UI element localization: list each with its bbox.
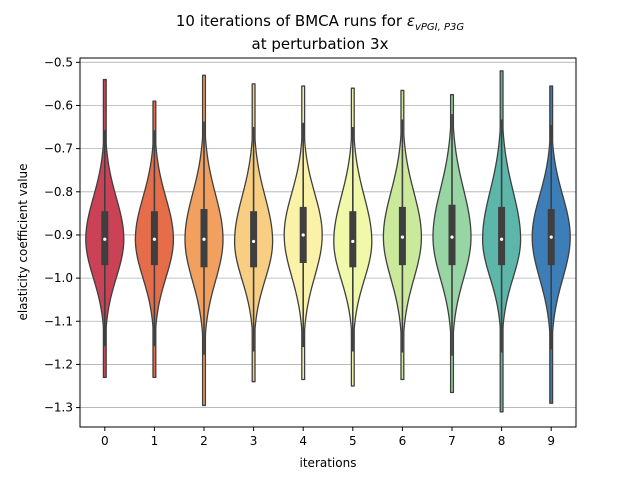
violin-median xyxy=(301,233,305,237)
x-axis: 0 1 2 3 4 5 6 7 8 9 xyxy=(101,427,555,448)
violin-median xyxy=(450,235,454,239)
x-axis-label: iterations xyxy=(300,456,357,470)
violins xyxy=(85,70,571,413)
violin-iqr-box xyxy=(448,204,456,266)
violin-median xyxy=(103,237,107,241)
y-tick-label: −0.5 xyxy=(44,55,73,69)
x-tick-label: 0 xyxy=(101,434,109,448)
y-tick-label: −0.7 xyxy=(44,142,73,156)
violin-iqr-box xyxy=(349,211,357,268)
violin-median xyxy=(500,237,504,241)
x-tick-label: 6 xyxy=(399,434,407,448)
x-tick-label: 9 xyxy=(547,434,555,448)
violin-median xyxy=(351,239,355,244)
y-tick-label: −0.9 xyxy=(44,228,73,242)
chart-title-line1: 10 iterations of BMCA runs for εvPGI, P3… xyxy=(176,12,464,33)
y-tick-label: −1.1 xyxy=(44,314,73,328)
violin-median xyxy=(549,235,553,239)
x-tick-label: 4 xyxy=(299,434,307,448)
violin-median xyxy=(400,235,404,239)
title-epsilon-symbol: ε xyxy=(407,12,415,30)
x-tick-label: 5 xyxy=(349,434,357,448)
x-tick-label: 1 xyxy=(151,434,159,448)
y-tick-label: −1.3 xyxy=(44,401,73,415)
violin-median xyxy=(252,239,256,244)
violin-iqr-box xyxy=(498,206,506,266)
plot-frame xyxy=(79,57,577,428)
y-tick-label: −0.8 xyxy=(44,185,73,199)
x-tick-label: 2 xyxy=(200,434,208,448)
title-subscript: vPGI, P3G xyxy=(415,22,464,33)
chart-title-line2: at perturbation 3x xyxy=(252,35,389,53)
violin-iqr-box xyxy=(250,211,258,268)
y-axis-label: elasticity coefficient value xyxy=(16,163,30,320)
x-tick-label: 8 xyxy=(498,434,506,448)
violin-median xyxy=(202,237,206,241)
chart-title-text: 10 iterations of BMCA runs for xyxy=(176,12,407,30)
x-tick-label: 7 xyxy=(448,434,456,448)
violin-median xyxy=(152,237,156,241)
y-tick-label: −0.6 xyxy=(44,98,73,112)
y-tick-label: −1.2 xyxy=(44,357,73,371)
y-tick-label: −1.0 xyxy=(44,271,73,285)
x-tick-label: 3 xyxy=(250,434,258,448)
y-axis: −0.5 −0.6 −0.7 −0.8 −0.9 −1.0 −1.1 −1.2 −1.3 xyxy=(44,55,80,415)
